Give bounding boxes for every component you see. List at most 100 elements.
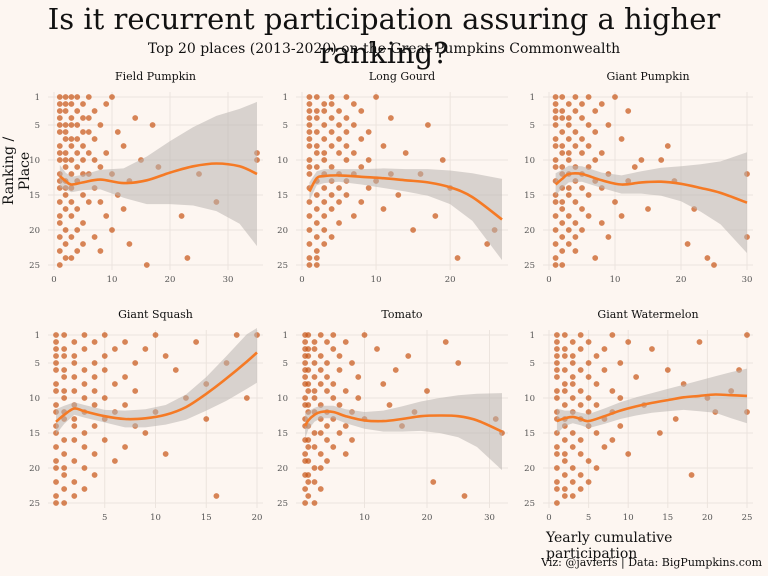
data-point	[565, 192, 572, 198]
x-tick-label: 5	[586, 513, 591, 523]
data-point	[552, 136, 559, 142]
y-tick-label: 25	[29, 499, 40, 509]
data-point	[336, 122, 342, 128]
data-point	[585, 213, 592, 219]
data-point	[313, 94, 320, 100]
data-point	[56, 129, 63, 135]
data-point	[101, 367, 108, 373]
data-point	[561, 493, 568, 499]
y-tick-label: 10	[277, 156, 288, 166]
data-point	[61, 346, 68, 352]
data-point	[561, 486, 568, 492]
data-point	[336, 367, 343, 373]
x-tick-label: 30	[742, 275, 753, 285]
data-point	[71, 374, 78, 380]
data-point	[688, 472, 695, 478]
data-point	[91, 360, 98, 366]
data-point	[559, 206, 566, 212]
data-point	[321, 227, 328, 233]
data-point	[74, 150, 81, 156]
data-point	[554, 479, 560, 485]
data-point	[554, 451, 560, 457]
data-point	[350, 101, 357, 107]
data-point	[306, 213, 313, 219]
data-point	[430, 479, 437, 485]
data-point	[68, 143, 75, 149]
data-point	[328, 234, 335, 240]
data-point	[81, 346, 88, 352]
y-tick-label: 5	[283, 359, 288, 369]
data-point	[114, 129, 121, 135]
data-point	[561, 451, 568, 457]
y-tick-label: 10	[29, 156, 40, 166]
data-point	[552, 94, 559, 100]
data-point	[80, 115, 86, 121]
data-point	[569, 360, 576, 366]
data-point	[306, 122, 313, 128]
data-point	[336, 150, 342, 156]
data-point	[306, 136, 313, 142]
data-point	[554, 388, 560, 394]
data-point	[343, 143, 350, 149]
data-point	[306, 199, 313, 205]
confidence-band	[56, 328, 257, 435]
data-point	[162, 353, 169, 359]
data-point	[97, 199, 104, 205]
data-point	[572, 108, 579, 114]
data-point	[392, 367, 399, 373]
x-tick-label: 20	[422, 513, 433, 523]
y-tick-label: 15	[29, 429, 40, 439]
smooth-trend-line	[308, 174, 503, 221]
data-point	[561, 388, 568, 394]
data-point	[103, 213, 110, 219]
data-point	[311, 360, 318, 366]
facet-title: Field Pumpkin	[115, 70, 196, 83]
data-point	[317, 451, 324, 457]
data-point	[306, 101, 313, 107]
data-point	[68, 136, 75, 142]
data-point	[579, 227, 585, 233]
data-point	[71, 437, 78, 443]
data-point	[81, 444, 88, 450]
data-point	[324, 360, 330, 366]
data-point	[85, 150, 92, 156]
data-point	[53, 493, 59, 499]
x-tick-label: 10	[150, 513, 161, 523]
data-point	[311, 395, 318, 401]
data-point	[81, 395, 88, 401]
data-point	[81, 430, 88, 436]
data-point	[380, 206, 387, 212]
data-point	[311, 388, 318, 394]
data-point	[645, 206, 651, 212]
data-point	[122, 444, 128, 450]
data-point	[233, 332, 240, 338]
smooth-trend-line	[556, 393, 748, 423]
data-point	[306, 115, 313, 121]
data-point	[569, 339, 576, 345]
data-point	[74, 164, 81, 170]
data-point	[572, 129, 579, 135]
data-point	[561, 367, 568, 373]
data-point	[625, 108, 632, 114]
data-point	[80, 129, 86, 135]
data-point	[336, 136, 342, 142]
data-point	[684, 241, 691, 247]
data-point	[572, 248, 579, 254]
data-point	[61, 451, 68, 457]
data-point	[565, 213, 572, 219]
x-tick-label: 15	[201, 513, 212, 523]
data-point	[122, 402, 128, 408]
data-point	[313, 248, 320, 254]
data-point	[74, 136, 81, 142]
data-point	[598, 101, 605, 107]
data-point	[306, 255, 313, 261]
data-point	[311, 444, 318, 450]
data-point	[569, 395, 576, 401]
data-point	[579, 185, 585, 191]
data-point	[317, 367, 324, 373]
data-point	[664, 367, 671, 373]
data-point	[162, 451, 169, 457]
data-point	[585, 479, 592, 485]
data-point	[85, 115, 92, 121]
